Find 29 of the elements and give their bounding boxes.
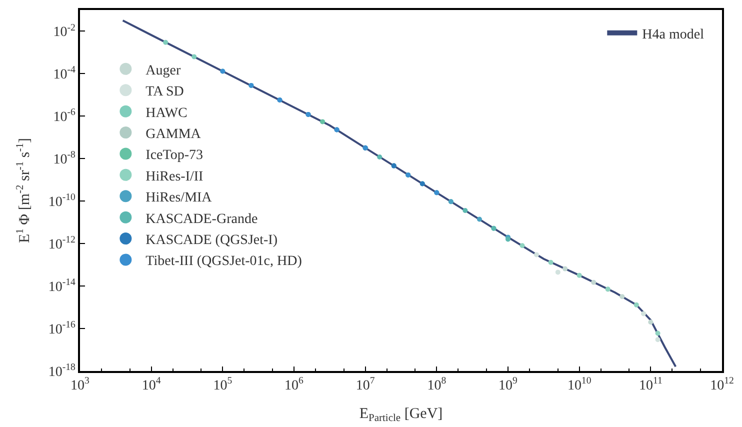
legend-label: HiRes-I/II	[146, 169, 204, 184]
x-tick-label: 10$^{11}$	[638, 376, 662, 394]
legend-label: TA SD	[146, 84, 184, 100]
x-tick-label: 10$^{4}$	[142, 376, 161, 394]
legend-label: HiRes/MIA	[146, 190, 213, 206]
legend-label: GAMMA	[146, 126, 202, 142]
x-tick-label: 10$^{5}$	[213, 376, 232, 394]
legend-label: Tibet-III (QGSJet-01c, HD)	[146, 254, 302, 270]
legend-label: IceTop-73	[146, 148, 204, 164]
x-tick-label: 10$^{9}$	[498, 376, 518, 394]
legend-label: Auger	[146, 63, 182, 78]
legend-label: H4a model	[642, 27, 704, 42]
x-tick-label: 10$^{8}$	[427, 376, 446, 394]
y-tick-label: 10$^{-4}$	[53, 64, 76, 83]
y-tick-label: 10$^{-10}$	[48, 192, 76, 210]
y-tick-label: 10$^{-8}$	[53, 150, 76, 168]
y-tick-label: 10$^{-2}$	[53, 22, 76, 40]
x-tick-label: 10$^{12}$	[710, 376, 734, 394]
x-axis-title: E$_{Particle}$ [GeV]	[359, 406, 443, 424]
x-tick-label: 10$^{10}$	[567, 376, 592, 394]
x-tick-label: 10$^{6}$	[284, 376, 304, 394]
legend-label: KASCADE-Grande	[146, 212, 258, 227]
legend-label: KASCADE (QGSJet-I)	[146, 232, 278, 248]
y-tick-label: 10$^{-6}$	[53, 107, 76, 126]
y-tick-label: 10$^{-12}$	[48, 234, 76, 252]
legend-label: HAWC	[146, 106, 188, 121]
y-tick-label: 10$^{-14}$	[48, 277, 76, 295]
x-tick-label: 10$^{7}$	[356, 376, 375, 394]
y-tick-label: 10$^{-16}$	[48, 320, 76, 338]
